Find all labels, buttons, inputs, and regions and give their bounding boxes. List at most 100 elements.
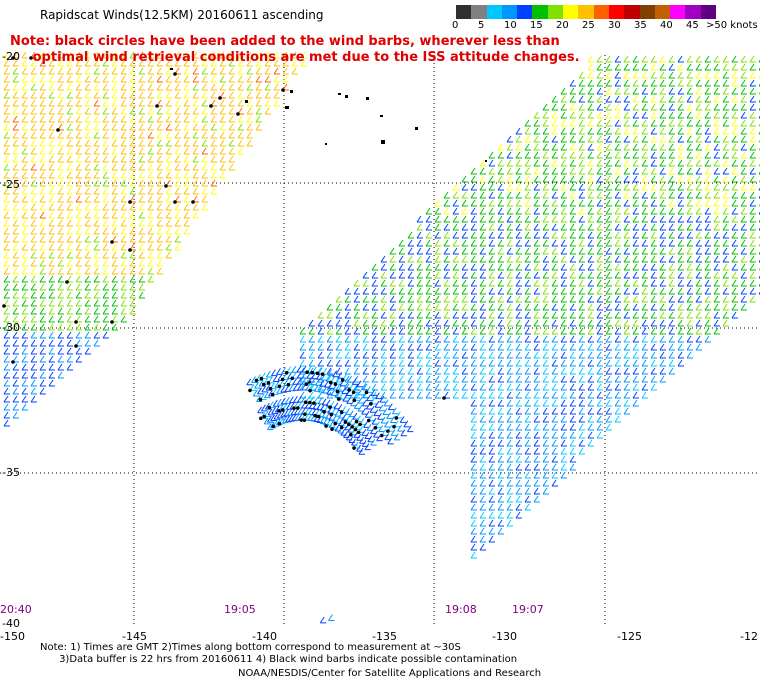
wind-barb (30, 171, 37, 179)
wind-barb (713, 271, 720, 279)
wind-barb (84, 299, 91, 307)
wind-barb (596, 191, 603, 199)
wind-barb (147, 267, 154, 275)
wind-barb (560, 159, 567, 167)
wind-barb (497, 495, 504, 503)
wind-barb (407, 375, 414, 383)
wind-barb (596, 287, 603, 295)
wind-barb (93, 131, 100, 139)
wind-barb (506, 183, 513, 191)
wind-barb (39, 59, 46, 67)
wind-barb (3, 219, 10, 227)
wind-barb (497, 175, 504, 183)
wind-barb (93, 59, 100, 67)
wind-barb (174, 227, 181, 235)
wind-barb (398, 351, 405, 359)
wind-barb (237, 139, 244, 147)
wind-barb (668, 295, 675, 303)
wind-barb (371, 279, 378, 287)
wind-barb (632, 399, 639, 407)
wind-barb (237, 99, 244, 107)
wind-barb (551, 159, 558, 167)
wind-barb (362, 311, 369, 319)
wind-barb (713, 239, 720, 247)
wind-barb (740, 119, 747, 127)
wind-barb (668, 311, 675, 319)
wind-barb (488, 495, 495, 503)
wind-barb (291, 51, 298, 59)
wind-barb (587, 319, 594, 327)
wind-barb (614, 175, 621, 183)
wind-barb (174, 131, 181, 139)
wind-barb (560, 471, 567, 479)
wind-barb (488, 287, 495, 295)
wind-barb (246, 139, 253, 147)
wind-barb (641, 351, 648, 359)
wind-barb (470, 415, 477, 423)
wind-barb (659, 311, 666, 319)
wind-barb (273, 99, 280, 107)
wind-barb (237, 131, 244, 139)
wind-barb (246, 378, 253, 386)
wind-barb (75, 147, 82, 155)
wind-barb (470, 223, 477, 231)
wind-barb (713, 167, 720, 175)
wind-barb (398, 375, 405, 383)
wind-barb (560, 231, 567, 239)
wind-barb (183, 107, 190, 115)
wind-barb (578, 367, 585, 375)
wind-barb (461, 199, 468, 207)
wind-barb (713, 143, 720, 151)
wind-barb (384, 433, 391, 441)
wind-barb (713, 55, 720, 63)
contamination-dot (284, 370, 289, 375)
wind-barb (722, 287, 729, 295)
wind-barb (614, 255, 621, 263)
wind-barb (596, 231, 603, 239)
wind-barb (506, 391, 513, 399)
wind-barb (102, 155, 109, 163)
wind-barb (147, 99, 154, 107)
wind-barb (129, 91, 136, 99)
wind-barb (425, 375, 432, 383)
wind-barb (614, 207, 621, 215)
wind-barb (470, 495, 477, 503)
wind-barb (515, 175, 522, 183)
wind-barb (129, 59, 136, 67)
wind-barb (84, 179, 91, 187)
wind-barb (506, 455, 513, 463)
wind-barb (84, 315, 91, 323)
wind-barb (102, 139, 109, 147)
wind-barb (668, 351, 675, 359)
contamination-dot (270, 392, 275, 397)
wind-barb (183, 83, 190, 91)
wind-barb (12, 219, 19, 227)
wind-barb (731, 271, 738, 279)
wind-barb (659, 79, 666, 87)
wind-barb (3, 235, 10, 243)
wind-barb (614, 159, 621, 167)
wind-barb (30, 275, 37, 283)
wind-barb (264, 59, 271, 67)
wind-barb (515, 503, 522, 511)
wind-barb (12, 371, 19, 379)
wind-barb (542, 367, 549, 375)
wind-barb (39, 107, 46, 115)
scale-label: 15 (530, 20, 543, 31)
wind-barb (48, 91, 55, 99)
wind-barb (605, 287, 612, 295)
wind-barb (3, 243, 10, 251)
wind-barb (632, 55, 639, 63)
wind-barb (686, 127, 693, 135)
wind-barb (443, 351, 450, 359)
wind-barb (264, 99, 271, 107)
wind-barb (605, 407, 612, 415)
wind-barb (296, 365, 303, 373)
wind-barb (210, 139, 217, 147)
wind-barb (334, 424, 341, 432)
wind-barb (407, 367, 414, 375)
scale-label: 0 (452, 20, 459, 31)
wind-barb (416, 295, 423, 303)
wind-barb (30, 283, 37, 291)
wind-barb (497, 319, 504, 327)
